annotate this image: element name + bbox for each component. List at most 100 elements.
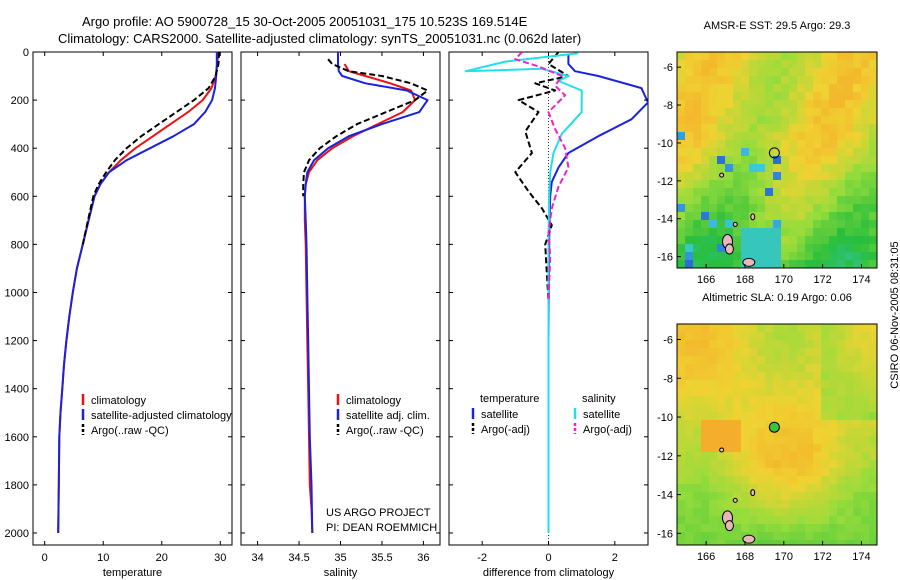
- plot-frame: [32, 51, 233, 546]
- credit-line-1: US ARGO PROJECT: [326, 507, 431, 519]
- legend-label: satellite-adjusted climatology: [91, 410, 232, 422]
- series-group: [57, 52, 221, 534]
- island: [719, 447, 725, 453]
- map-frame: [676, 323, 878, 546]
- y-tick-label: -6: [663, 335, 673, 347]
- island: [742, 534, 756, 544]
- y-tick-label: -16: [657, 252, 673, 264]
- y-tick-label: 400: [11, 143, 29, 155]
- island: [732, 221, 738, 227]
- x-axis-label: salinity: [324, 567, 358, 579]
- series-group: [464, 52, 648, 533]
- x-tick-label: 166: [697, 551, 715, 563]
- header-subtitle: Climatology: CARS2000. Satellite-adjuste…: [58, 31, 581, 46]
- y-tick-label: -10: [657, 138, 673, 150]
- legend-label: climatology: [346, 395, 402, 407]
- side-timestamp: CSIRO 06-Nov-2005 08:31:05: [889, 241, 900, 388]
- x-tick-label: 166: [697, 274, 715, 286]
- series-line-3: [464, 52, 583, 533]
- y-tick-label: -12: [657, 451, 673, 463]
- island: [719, 172, 725, 178]
- y-tick-label: -10: [657, 412, 673, 424]
- island: [732, 497, 738, 503]
- x-tick-label: -2: [477, 552, 487, 564]
- y-tick-label: -12: [657, 176, 673, 188]
- series-line-3: [302, 58, 429, 197]
- y-tick-label: 800: [11, 239, 29, 251]
- island: [724, 243, 734, 255]
- heatmap-cells: [677, 324, 877, 545]
- series-group: [302, 52, 429, 534]
- series-line-3: [81, 52, 221, 245]
- map-title: AMSR-E SST: 29.5 Argo: 29.3: [704, 20, 851, 32]
- x-tick-label: 34.5: [288, 552, 309, 564]
- legend-header: salinity: [582, 393, 616, 405]
- y-tick-label: 200: [11, 95, 29, 107]
- heatmap-cells: [677, 52, 877, 268]
- legend-difference: temperature satellite Argo(-adj) salinity sa…: [471, 393, 632, 436]
- legend-temperature: climatology satellite-adjusted climatolog…: [81, 394, 232, 437]
- y-tick-label: 1600: [5, 432, 29, 444]
- legend-label: Argo(..raw -QC): [346, 425, 424, 437]
- legend-header: temperature: [480, 393, 539, 405]
- x-tick-label: 35.5: [371, 552, 392, 564]
- x-tick-label: 30: [214, 552, 226, 564]
- series-line-2: [57, 52, 218, 534]
- legend-label: Argo(-adj): [481, 424, 530, 436]
- y-tick-label: -6: [663, 62, 673, 74]
- island: [742, 257, 756, 267]
- x-tick-label: 170: [775, 551, 793, 563]
- x-tick-label: 172: [813, 551, 831, 563]
- island: [750, 213, 756, 221]
- x-tick-label: 34: [251, 552, 263, 564]
- profile-panel-1: 0 10 20 30 temperature 0 200 400 600 800 1000 1200 1…: [5, 47, 233, 579]
- legend-salinity: climatology satellite adj. clim. Argo(..ra…: [336, 394, 430, 437]
- legend-label: Argo(-adj): [583, 424, 632, 436]
- island: [724, 520, 734, 532]
- y-tick-label: -14: [657, 214, 673, 226]
- x-tick-label: 35: [334, 552, 346, 564]
- x-tick-label: 10: [97, 552, 109, 564]
- x-tick-label: 174: [852, 274, 870, 286]
- y-tick-label: 1200: [5, 336, 29, 348]
- float-marker: [768, 421, 780, 433]
- map-frame: [676, 51, 878, 269]
- legend-label: Argo(..raw -QC): [91, 425, 169, 437]
- map-title: Altimetric SLA: 0.19 Argo: 0.06: [702, 292, 852, 304]
- x-tick-label: 170: [775, 274, 793, 286]
- credit-line-2: PI: DEAN ROEMMICH: [326, 522, 437, 534]
- x-tick-label: 2: [612, 552, 618, 564]
- x-axis-label: temperature: [103, 567, 162, 579]
- profile-panel-2: 34 34.5 35 35.5 36 salinity: [240, 51, 441, 579]
- x-tick-label: 168: [736, 274, 754, 286]
- legend-label: satellite: [481, 409, 518, 421]
- y-tick-label: -16: [657, 528, 673, 540]
- x-tick-label: 0: [42, 552, 48, 564]
- island-outlines: [719, 172, 756, 267]
- sst-map: AMSR-E SST: 29.5 Argo: 29.3 166 168 170 172 1…: [657, 20, 878, 286]
- x-tick-label: 174: [852, 551, 870, 563]
- x-tick-label: 168: [736, 551, 754, 563]
- x-tick-label: 172: [813, 274, 831, 286]
- float-marker: [768, 147, 780, 159]
- y-tick-label: -8: [663, 100, 673, 112]
- island: [750, 489, 756, 497]
- island-outlines: [719, 447, 756, 544]
- legend-label: satellite adj. clim.: [346, 410, 430, 422]
- legend-label: satellite: [583, 409, 620, 421]
- y-tick-label: 0: [23, 47, 29, 59]
- profile-panel-3: -2 0 2 difference from climatology: [448, 51, 649, 579]
- sla-map: Altimetric SLA: 0.19 Argo: 0.06 166 168 170…: [657, 292, 878, 563]
- plot-frame: [240, 51, 441, 546]
- x-tick-label: 0: [545, 552, 551, 564]
- y-tick-label: -8: [663, 373, 673, 385]
- header-title: Argo profile: AO 5900728_15 30-Oct-2005 …: [82, 14, 528, 29]
- y-tick-label: 1800: [5, 480, 29, 492]
- y-tick-label: -14: [657, 490, 673, 502]
- y-tick-label: 2000: [5, 528, 29, 540]
- y-tick-label: 1000: [5, 287, 29, 299]
- legend-label: climatology: [91, 395, 147, 407]
- y-tick-label: 1400: [5, 384, 29, 396]
- series-line-4: [514, 52, 570, 303]
